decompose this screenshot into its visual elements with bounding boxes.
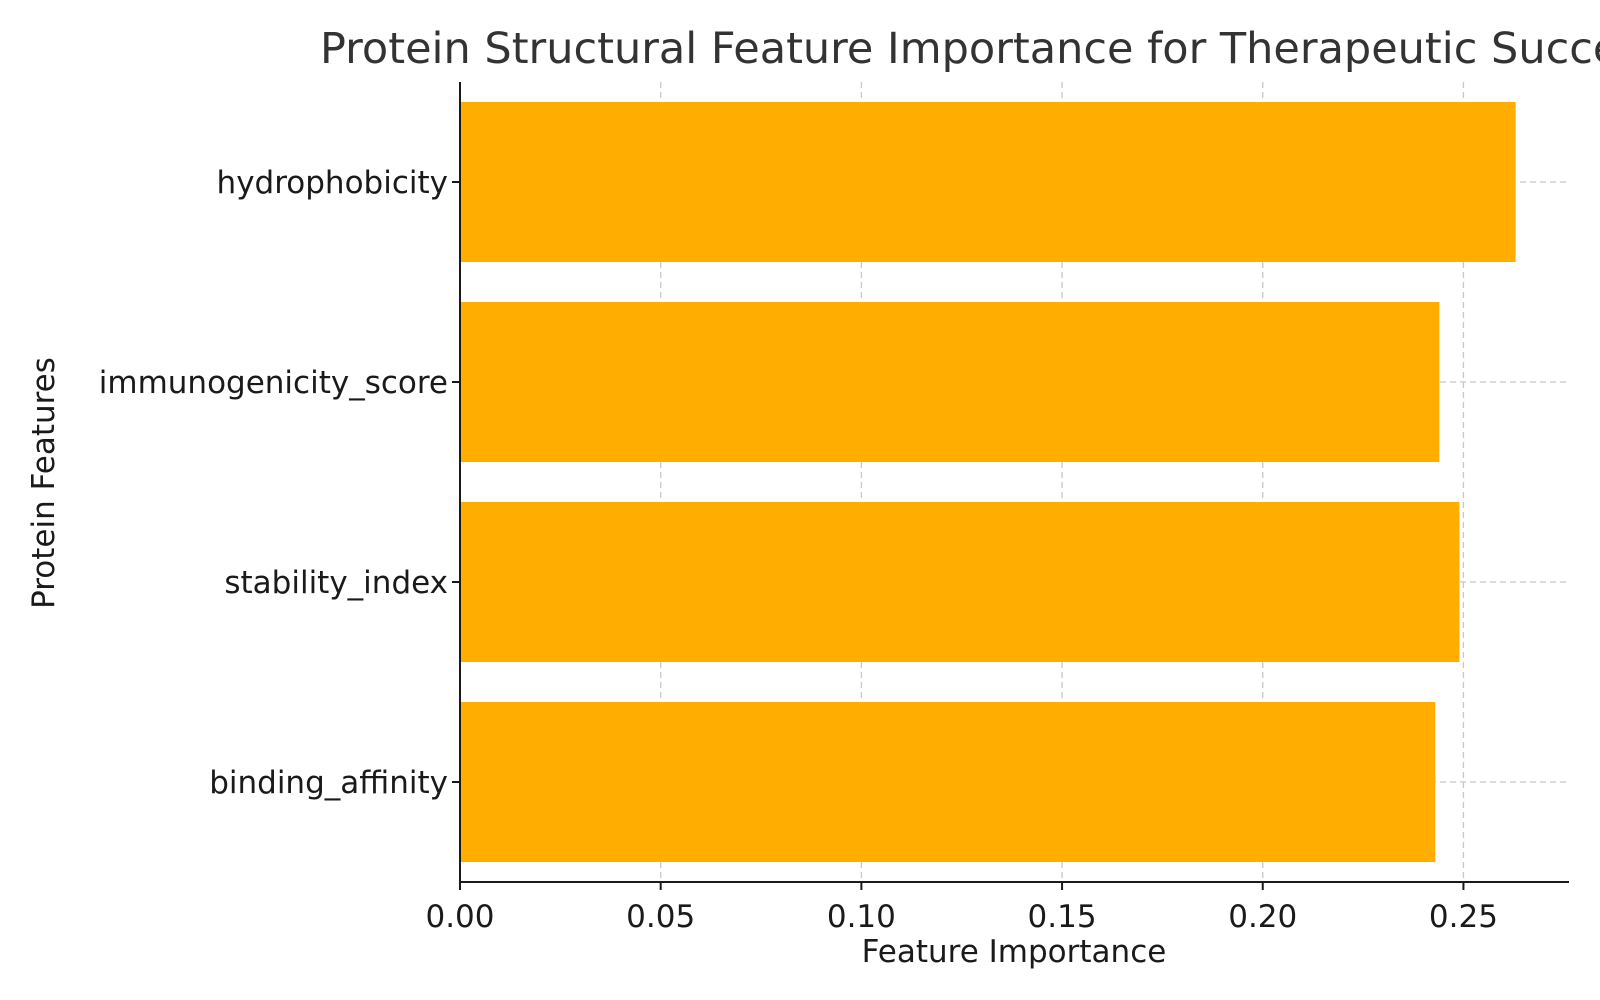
x-tick-label: 0.10 (827, 899, 896, 935)
y-tick-label: binding_affinity (209, 765, 448, 801)
y-tick-label: stability_index (224, 565, 448, 601)
bar (460, 302, 1440, 462)
y-tick-label: immunogenicity_score (99, 365, 448, 401)
axes-layer (452, 82, 1569, 890)
x-axis-label: Feature Importance (862, 934, 1167, 970)
bar (460, 102, 1516, 262)
x-tick-label: 0.20 (1228, 899, 1297, 935)
x-tick-label: 0.00 (425, 899, 494, 935)
y-tick-label: hydrophobicity (217, 165, 448, 201)
x-tick-label: 0.15 (1028, 899, 1097, 935)
x-tick-label: 0.05 (626, 899, 695, 935)
bar (460, 502, 1460, 662)
x-tick-label: 0.25 (1429, 899, 1498, 935)
chart-title: Protein Structural Feature Importance fo… (320, 24, 1600, 74)
bars-layer (460, 102, 1516, 862)
bar (460, 702, 1436, 862)
y-axis-label: Protein Features (26, 357, 62, 609)
labels-layer: 0.00 0.05 0.10 0.15 0.20 0.25 hydrophobicity im… (99, 165, 1498, 935)
